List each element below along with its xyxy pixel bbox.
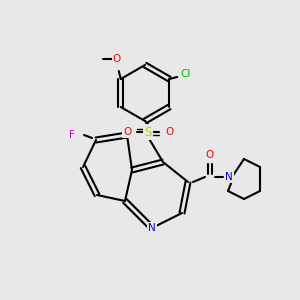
Text: O: O bbox=[112, 54, 121, 64]
Text: O: O bbox=[165, 127, 173, 137]
Text: N: N bbox=[148, 223, 156, 233]
Text: Cl: Cl bbox=[180, 69, 190, 79]
Text: N: N bbox=[225, 172, 233, 182]
Text: O: O bbox=[123, 127, 131, 137]
Text: S: S bbox=[144, 125, 152, 139]
Text: O: O bbox=[206, 150, 214, 160]
Text: F: F bbox=[69, 130, 75, 140]
